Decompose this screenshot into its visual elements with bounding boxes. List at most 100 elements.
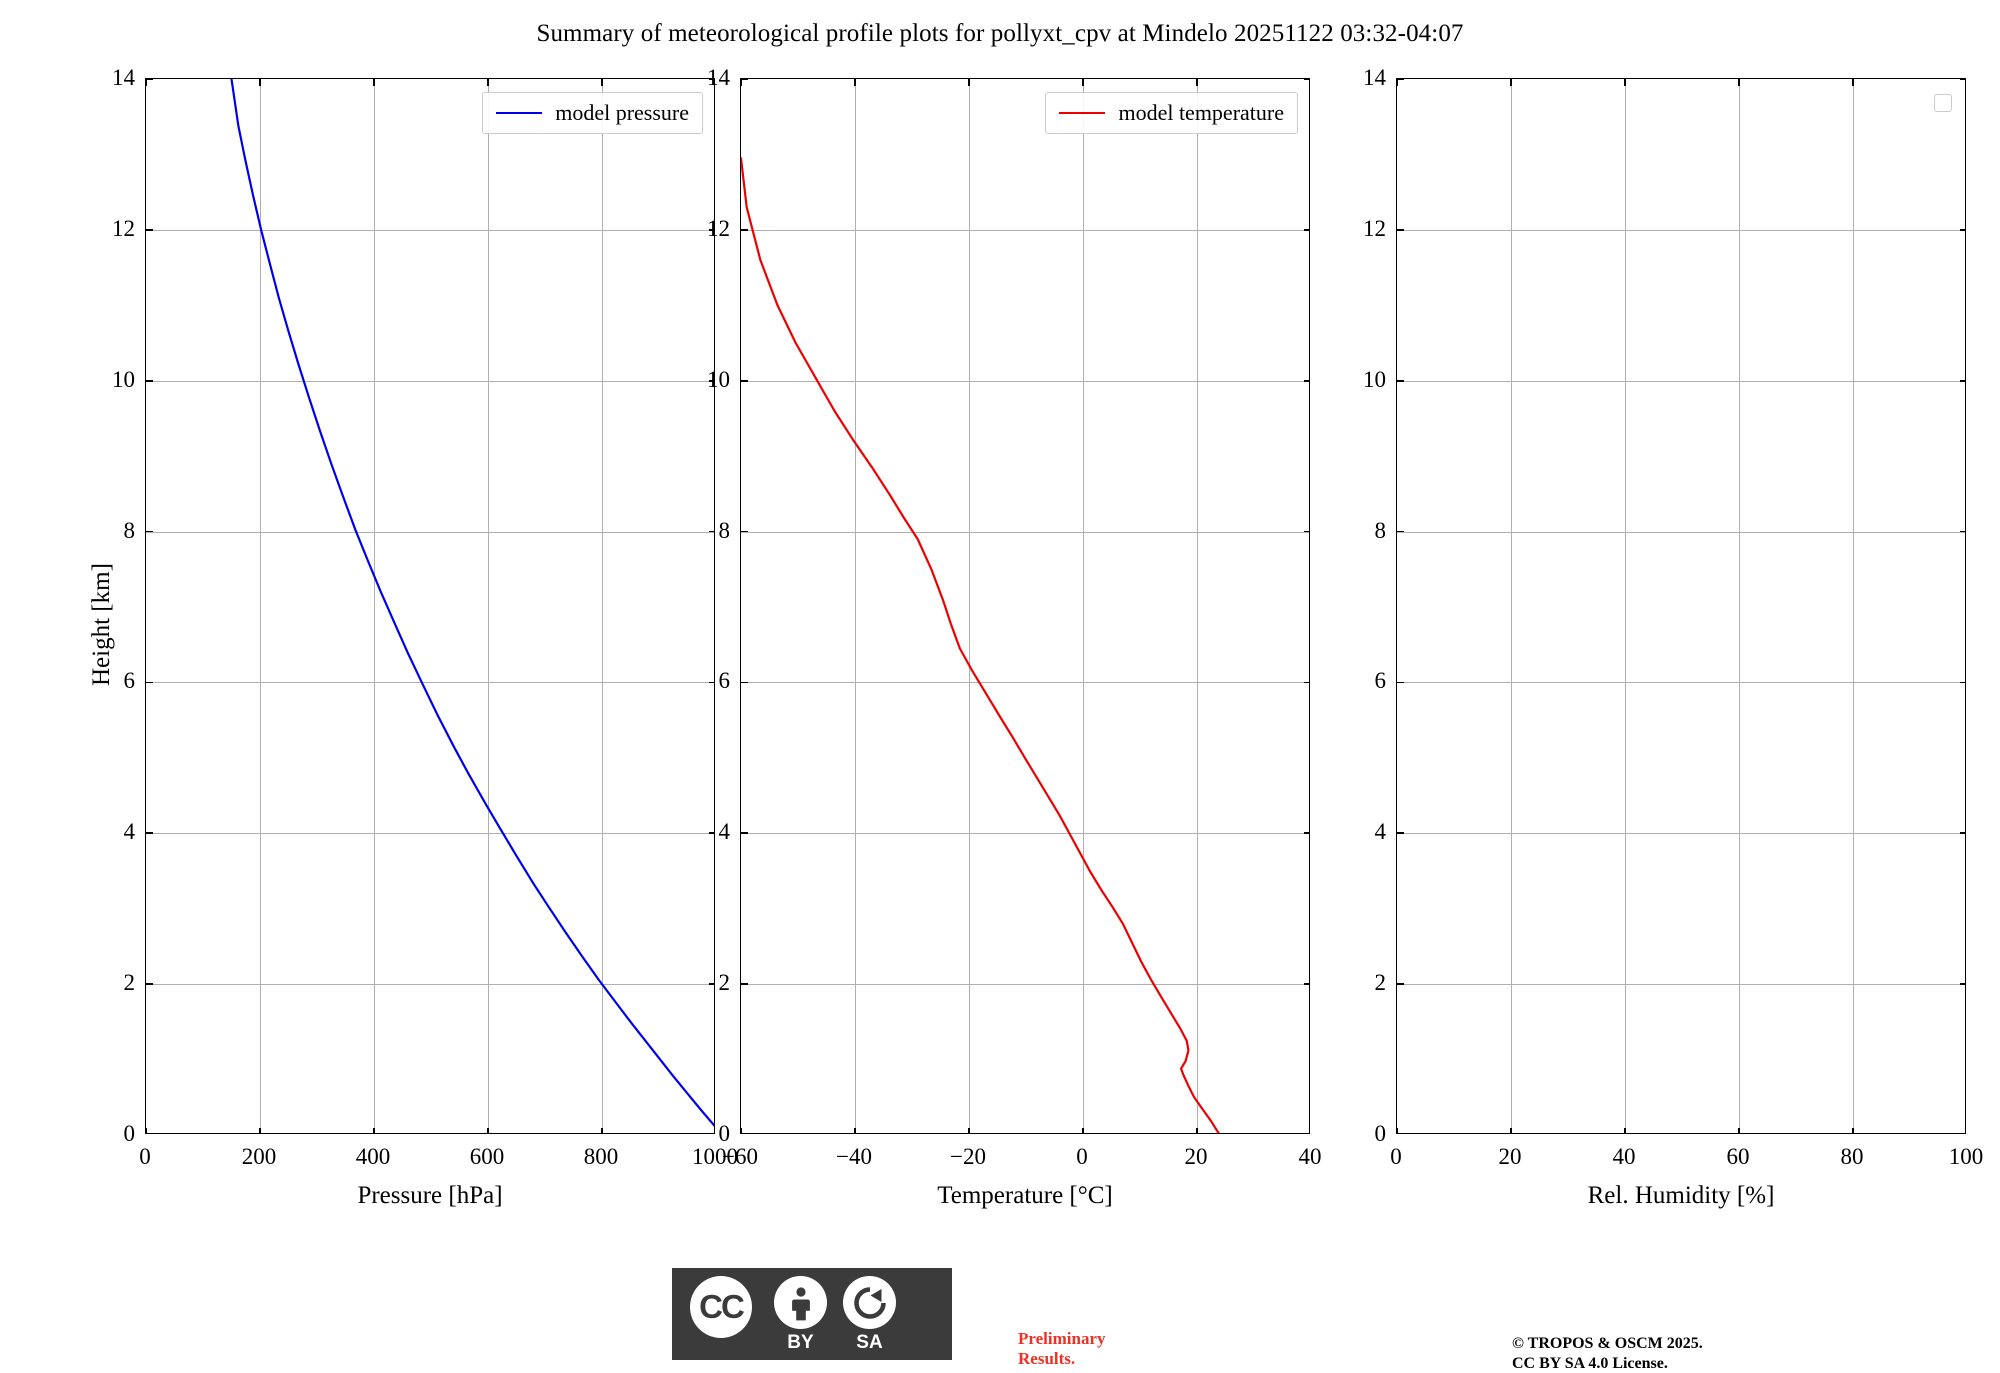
- y-tick-right: [709, 79, 714, 80]
- gridline-horizontal: [146, 833, 714, 835]
- gridline-vertical: [1739, 79, 1740, 1133]
- y-tick-label: 0: [1374, 1121, 1387, 1146]
- y-tick: [146, 832, 153, 835]
- y-tick-right: [1960, 229, 1965, 231]
- gridline-vertical: [260, 79, 261, 1133]
- legend-pressure[interactable]: model pressure: [482, 92, 703, 134]
- x-tick-top: [146, 79, 147, 86]
- y-tick-label: 8: [123, 517, 136, 543]
- plot-area-temperature: [740, 78, 1310, 1134]
- gridline-horizontal: [146, 229, 714, 231]
- gridline-horizontal: [146, 380, 714, 382]
- y-tick-right: [1960, 832, 1965, 835]
- y-tick: [1397, 983, 1404, 985]
- y-tick: [146, 983, 153, 985]
- y-tick-label: 0: [123, 1121, 136, 1146]
- gridline-horizontal: [1397, 682, 1965, 684]
- y-tick: [146, 79, 153, 80]
- cc-sa-group: SA: [843, 1276, 896, 1354]
- y-tick: [146, 530, 153, 533]
- x-tick-top: [1738, 79, 1740, 86]
- y-tick-right: [709, 832, 714, 835]
- creative-commons-badge: CC BY SA: [672, 1268, 952, 1360]
- gridline-vertical: [488, 79, 489, 1133]
- y-tick: [1397, 832, 1404, 835]
- x-tick: [1196, 1128, 1198, 1133]
- gridline-horizontal: [146, 531, 714, 533]
- x-tick: [487, 1128, 489, 1133]
- x-axis-label-pressure: Pressure [hPa]: [357, 1182, 503, 1209]
- legend-humidity-empty[interactable]: [1934, 94, 1952, 112]
- x-tick: [1738, 1128, 1740, 1133]
- y-tick-label: 6: [123, 668, 136, 694]
- x-axis-label-humidity: Rel. Humidity [%]: [1587, 1182, 1775, 1209]
- legend-line-swatch: [496, 112, 543, 114]
- y-tick-label: 14: [112, 65, 135, 90]
- x-tick-label: 0: [1390, 1144, 1402, 1169]
- y-tick: [741, 832, 748, 835]
- x-tick-label: 1000: [692, 1144, 738, 1169]
- gridline-horizontal: [741, 833, 1309, 835]
- x-tick-top: [1852, 79, 1854, 86]
- y-tick: [741, 681, 748, 684]
- y-tick: [741, 379, 748, 382]
- x-tick: [1082, 1128, 1084, 1133]
- panel-temperature: −60 −40 −20 0 20 40 0 2 4 6 8 10 12 14 Temperature [°C…: [707, 65, 1322, 1209]
- y-tick-label: 14: [707, 65, 730, 90]
- x-tick: [373, 1128, 375, 1133]
- y-tick-label: 12: [707, 215, 730, 241]
- cc-sa-label: SA: [856, 1332, 883, 1353]
- x-tick-top: [1196, 79, 1198, 86]
- x-tick-top: [1624, 79, 1626, 86]
- y-tick-label: 4: [123, 819, 136, 845]
- gridline-horizontal: [1397, 531, 1965, 533]
- legend-temperature[interactable]: model temperature: [1045, 92, 1298, 134]
- cc-person-icon: [774, 1276, 827, 1329]
- x-tick-label: 20: [1498, 1144, 1522, 1169]
- x-tick-top: [601, 79, 603, 86]
- y-tick-label: 14: [1363, 65, 1386, 90]
- gridline-vertical: [374, 79, 375, 1133]
- cc-logo-icon: CC: [690, 1276, 752, 1338]
- gridline-horizontal: [741, 229, 1309, 231]
- x-tick-top: [1510, 79, 1512, 86]
- x-tick-top: [1082, 79, 1084, 86]
- y-tick-right: [1960, 379, 1965, 382]
- cc-by-label: BY: [787, 1332, 814, 1353]
- x-tick: [1852, 1128, 1854, 1133]
- y-tick: [741, 229, 748, 231]
- x-tick-label: 600: [469, 1144, 505, 1169]
- plot-area-pressure: [145, 78, 715, 1134]
- legend-label: model temperature: [1118, 100, 1284, 125]
- y-tick-label: 12: [112, 215, 135, 241]
- y-tick-right: [1304, 229, 1309, 231]
- y-tick: [1397, 229, 1404, 231]
- y-tick: [1397, 530, 1404, 533]
- x-tick-top: [1397, 79, 1398, 86]
- x-axis-label-temperature: Temperature [°C]: [937, 1182, 1113, 1209]
- y-tick-right: [1304, 379, 1309, 382]
- y-tick-label: 10: [112, 366, 135, 392]
- x-tick: [601, 1128, 603, 1133]
- gridline-vertical: [1511, 79, 1512, 1133]
- gridline-vertical: [1625, 79, 1626, 1133]
- gridline-vertical: [1853, 79, 1854, 1133]
- y-tick: [1397, 379, 1404, 382]
- series-layer-pressure: [230, 79, 714, 1127]
- data-line-model-pressure: [230, 79, 714, 1127]
- y-tick-right: [1960, 79, 1965, 80]
- x-tick-top: [741, 79, 742, 86]
- x-tick: [146, 1128, 147, 1133]
- x-tick-label: 800: [583, 1144, 619, 1169]
- y-tick-right: [1960, 681, 1965, 684]
- y-tick: [146, 229, 153, 231]
- y-tick-right: [709, 681, 714, 684]
- y-tick: [1397, 681, 1404, 684]
- y-tick-label: 10: [707, 366, 730, 392]
- y-tick-label: 0: [718, 1121, 731, 1146]
- y-tick: [1397, 79, 1404, 80]
- x-tick-label: 0: [139, 1144, 151, 1169]
- y-tick-right: [1304, 832, 1309, 835]
- gridline-horizontal: [146, 984, 714, 986]
- x-tick-label: 20: [1184, 1144, 1208, 1169]
